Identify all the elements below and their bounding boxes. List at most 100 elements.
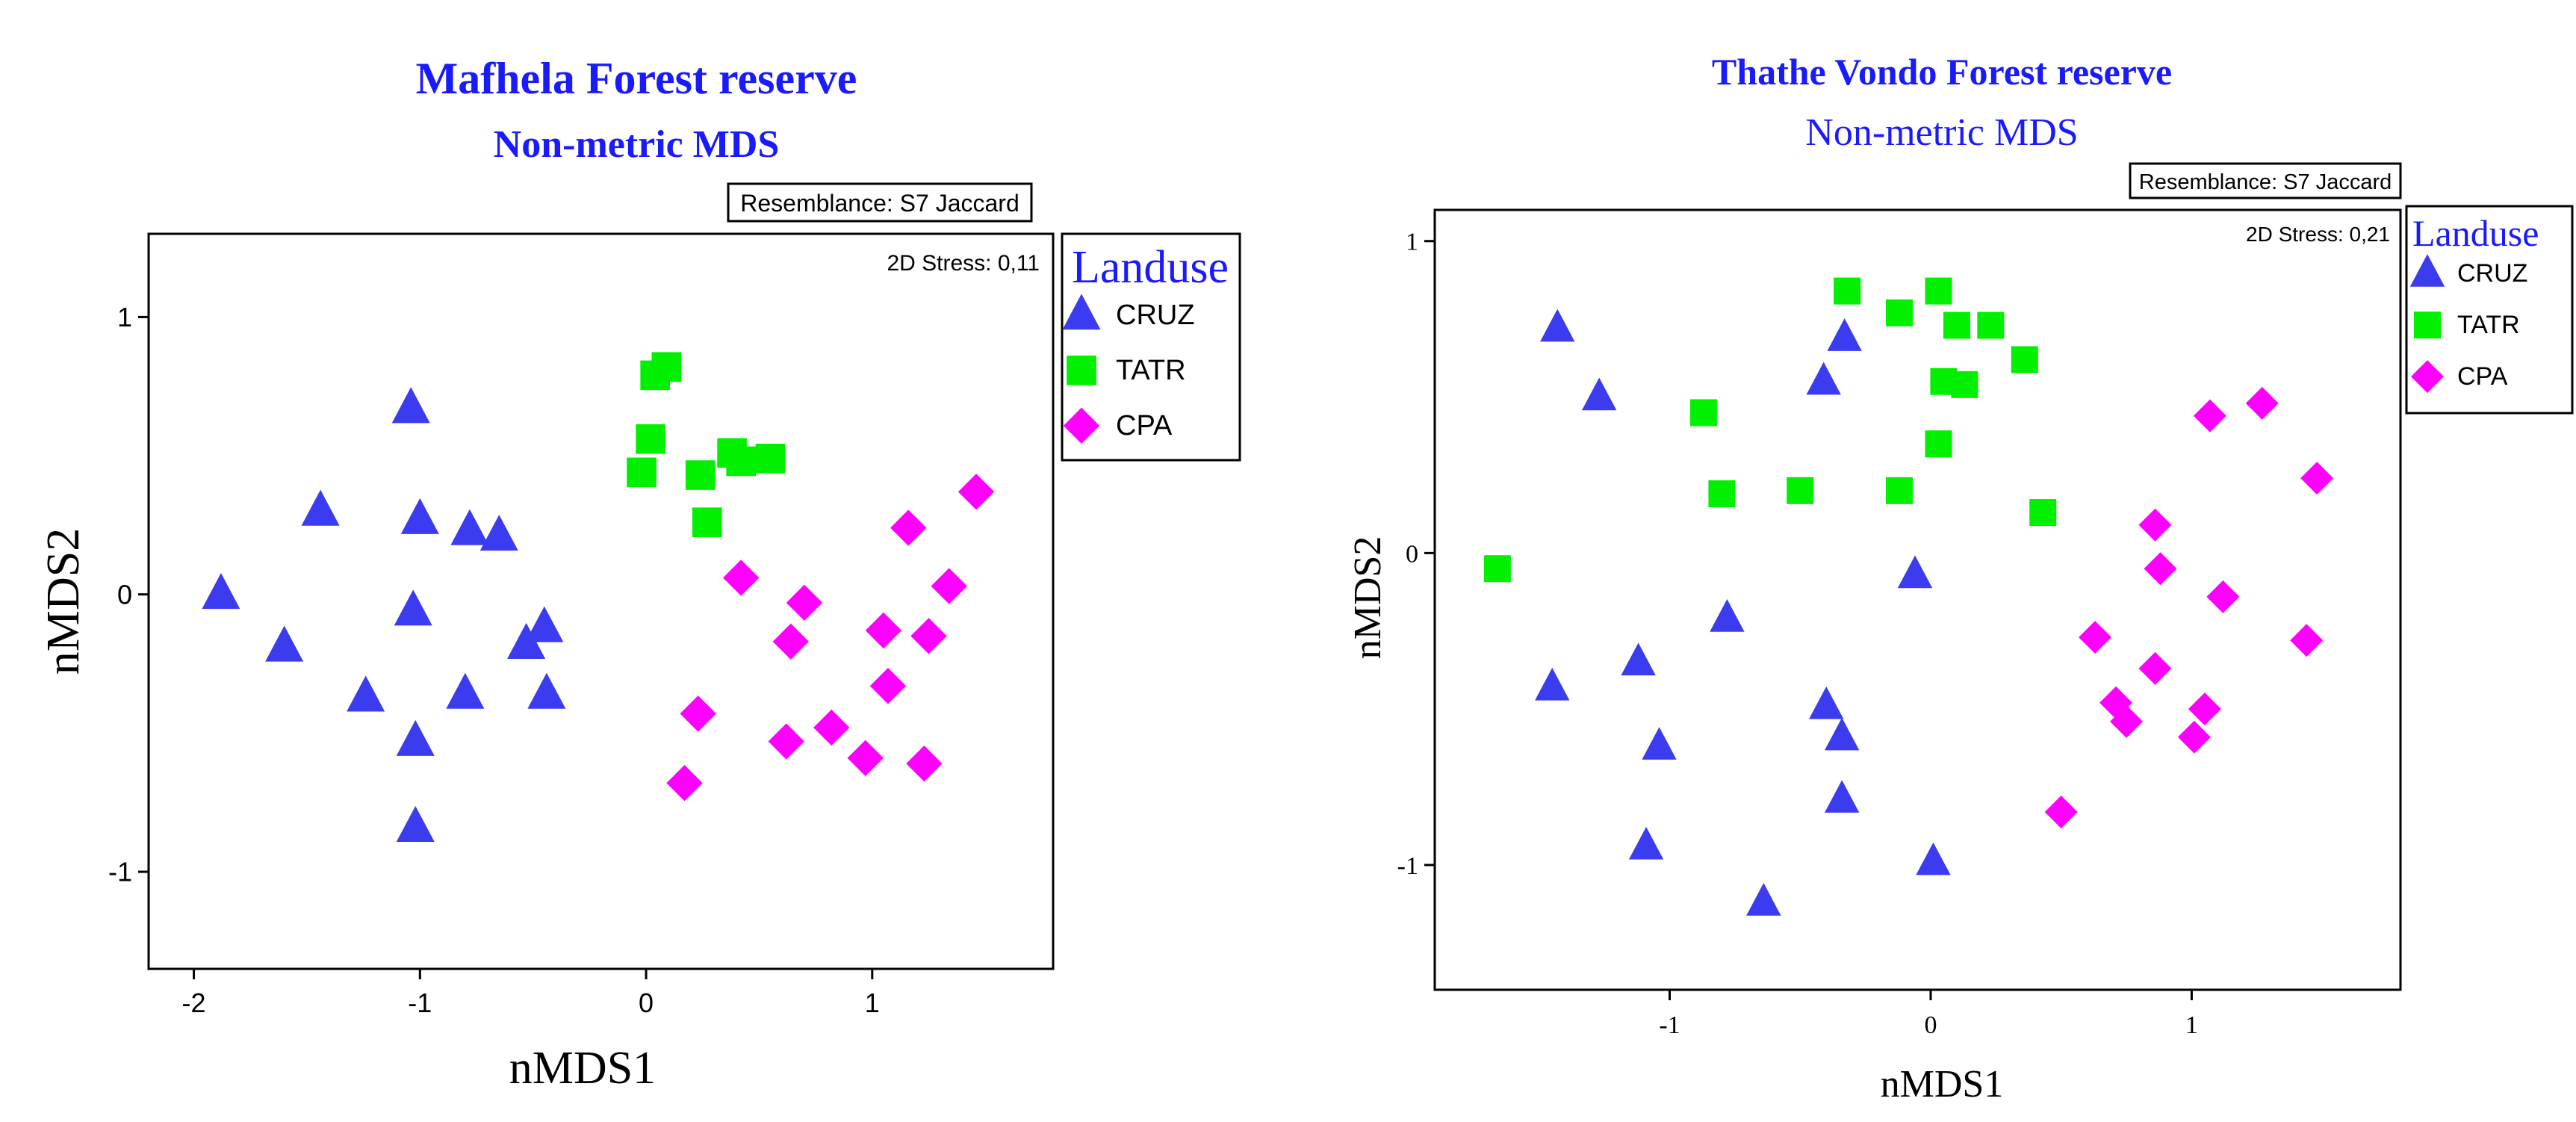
point-cruz <box>391 387 430 424</box>
point-cruz <box>1897 555 1933 589</box>
legend-label: CRUZ <box>1116 300 1195 331</box>
legend-item-tatr: TATR <box>1067 355 1186 386</box>
chart-title: Thathe Vondo Forest reserve <box>1712 51 2172 93</box>
point-cpa <box>666 765 703 802</box>
y-tick-label: 0 <box>117 579 132 610</box>
data-points <box>1483 277 2334 916</box>
series-cpa <box>666 474 995 802</box>
point-cpa <box>2079 621 2112 654</box>
point-tatr <box>1886 477 1914 504</box>
legend: CRUZ TATR CPA <box>1062 294 1195 444</box>
point-cpa <box>772 623 810 660</box>
axes: -2 -1 0 1 -1 0 1 <box>108 302 880 1018</box>
y-tick-label: 1 <box>1406 229 1418 256</box>
point-tatr <box>692 507 722 537</box>
x-axis-label: nMDS1 <box>1881 1063 2004 1106</box>
resemblance-box <box>727 182 1033 223</box>
point-cruz <box>394 589 432 626</box>
point-tatr <box>1834 277 1861 305</box>
point-cpa <box>2138 651 2172 685</box>
legend-title: Landuse <box>2412 212 2539 254</box>
plot-area <box>147 232 1055 970</box>
point-tatr <box>1886 299 1914 326</box>
series-cruz <box>202 387 566 843</box>
point-tatr <box>1787 477 1814 504</box>
point-tatr <box>1689 399 1717 427</box>
triangle-marker-icon <box>2409 254 2445 287</box>
point-tatr <box>651 352 682 382</box>
chart-thathe-vondo: Thathe Vondo Forest reserve Non-metric M… <box>1347 51 2574 1106</box>
data-points <box>202 352 995 843</box>
diamond-marker-icon <box>2411 360 2444 394</box>
x-tick-label: 1 <box>2185 1011 2198 1039</box>
point-cpa <box>786 584 823 622</box>
point-cruz <box>1827 318 1862 351</box>
point-cruz <box>396 719 435 756</box>
legend-item-cpa: CPA <box>2411 360 2508 394</box>
point-cruz <box>446 672 485 709</box>
point-cruz <box>347 675 385 712</box>
point-cruz <box>1581 377 1617 411</box>
y-axis-label: nMDS2 <box>38 528 89 675</box>
point-cpa <box>2290 624 2324 657</box>
point-cruz <box>1621 642 1656 676</box>
point-cruz <box>1628 826 1664 860</box>
x-tick-label: 1 <box>865 988 880 1018</box>
series-cpa <box>2044 386 2334 828</box>
chart-title: Mafhela Forest reserve <box>416 54 857 103</box>
point-cruz <box>1535 667 1570 701</box>
chart-subtitle: Non-metric MDS <box>1805 111 2078 154</box>
stress-label: 2D Stress: 0,21 <box>2246 223 2390 246</box>
legend-label: TATR <box>2457 311 2520 339</box>
stress-label: 2D Stress: 0,11 <box>887 251 1040 276</box>
point-cpa <box>2188 692 2221 726</box>
point-tatr <box>2029 499 2057 527</box>
point-cpa <box>2144 552 2177 586</box>
legend-label: TATR <box>1116 355 1186 386</box>
point-tatr <box>1943 312 1970 339</box>
point-cruz <box>1808 686 1844 719</box>
point-tatr <box>726 446 757 477</box>
y-tick-label: -1 <box>1397 852 1418 880</box>
x-axis-label: nMDS1 <box>509 1043 656 1094</box>
x-tick-label: 0 <box>639 988 654 1018</box>
legend-item-cruz: CRUZ <box>2409 254 2527 288</box>
point-cruz <box>527 672 566 709</box>
point-cpa <box>2044 795 2078 828</box>
point-cruz <box>1710 599 1745 632</box>
point-cruz <box>479 515 518 551</box>
point-cruz <box>1824 780 1860 813</box>
diamond-marker-icon <box>1063 407 1100 444</box>
point-cpa <box>910 618 947 654</box>
legend-item-tatr: TATR <box>2414 311 2520 339</box>
y-axis-label: nMDS2 <box>1347 536 1389 660</box>
point-cruz <box>1746 883 1781 916</box>
point-cruz <box>1806 362 1841 395</box>
point-tatr <box>1708 480 1736 508</box>
point-cpa <box>2193 399 2226 433</box>
point-tatr <box>2011 346 2038 374</box>
y-tick-label: 1 <box>117 302 132 332</box>
point-cpa <box>847 740 884 776</box>
point-tatr <box>755 443 786 474</box>
resemblance-label: Resemblance: S7 Jaccard <box>740 190 1019 217</box>
legend: CRUZ TATR CPA <box>2409 254 2527 394</box>
point-cpa <box>931 568 967 604</box>
legend-label: CPA <box>1116 410 1173 441</box>
square-marker-icon <box>2414 312 2441 339</box>
resemblance-label: Resemblance: S7 Jaccard <box>2139 170 2392 194</box>
chart-mafhela: Mafhela Forest reserve Non-metric MDS Re… <box>38 54 1241 1094</box>
point-cpa <box>2138 508 2172 542</box>
point-cpa <box>680 695 716 732</box>
series-tatr <box>1483 277 2057 583</box>
point-cruz <box>1916 842 1951 875</box>
point-tatr <box>1977 312 2005 339</box>
point-cpa <box>2300 462 2334 495</box>
point-cruz <box>1642 727 1677 760</box>
point-tatr <box>1483 555 1511 583</box>
point-cpa <box>768 723 804 760</box>
point-cruz <box>396 805 435 843</box>
chart-subtitle: Non-metric MDS <box>494 123 780 166</box>
x-tick-label: -2 <box>182 988 206 1018</box>
point-cpa <box>2245 386 2279 420</box>
